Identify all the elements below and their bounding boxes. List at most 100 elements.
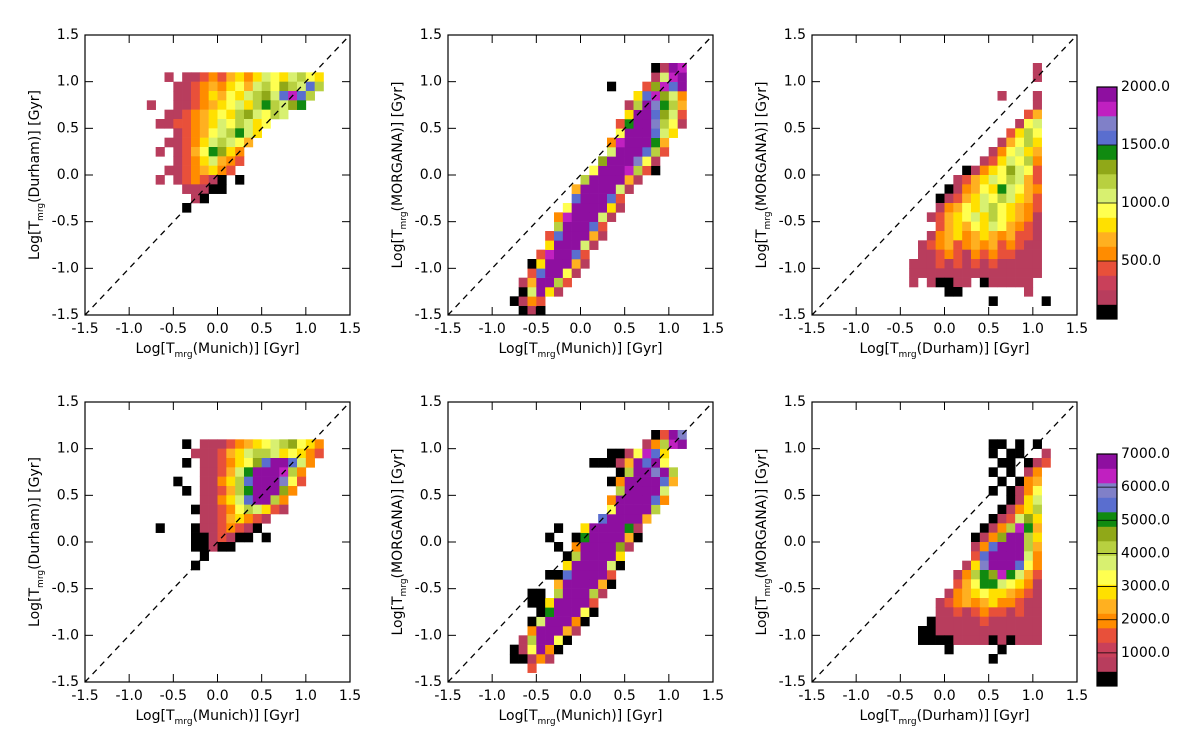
- bin-cell: [997, 156, 1007, 166]
- y-tick-label: -1.5: [415, 674, 442, 690]
- label-part: Log[T: [390, 596, 406, 635]
- bin-cell: [926, 212, 936, 222]
- label-subscript: mrg: [399, 211, 409, 229]
- bin-cell: [1006, 458, 1016, 468]
- bin-cell: [562, 570, 572, 580]
- y-tick-label: 0.0: [57, 534, 79, 550]
- bin-cell: [979, 579, 989, 589]
- bin-cell: [1032, 100, 1042, 110]
- bin-cell: [633, 119, 643, 129]
- bin-cell: [580, 259, 590, 269]
- bin-cell: [235, 448, 245, 459]
- bin-cell: [1032, 588, 1042, 599]
- bin-cell: [607, 147, 617, 157]
- bin-cell: [979, 588, 989, 599]
- bin-cell: [261, 109, 271, 120]
- bin-cell: [1024, 128, 1034, 138]
- bin-cell: [598, 193, 608, 204]
- bin-cell: [562, 616, 572, 627]
- bin-cell: [1024, 635, 1034, 645]
- bin-cell: [191, 137, 201, 148]
- bin-cell: [191, 72, 201, 82]
- bin-cell: [235, 504, 245, 515]
- bin-cell: [677, 439, 687, 449]
- bin-cell: [598, 184, 608, 194]
- bin-cell: [279, 91, 289, 101]
- label-part: Log[T: [860, 708, 899, 724]
- bin-cell: [633, 91, 643, 101]
- bin-cell: [668, 439, 678, 449]
- colorbar-band: [1097, 454, 1117, 469]
- bin-cell: [997, 514, 1007, 524]
- x-tick-label: -1.0: [116, 321, 143, 337]
- bin-cell: [554, 626, 564, 636]
- bin-cell: [217, 81, 227, 92]
- bin-cell: [1015, 514, 1025, 524]
- bin-cell: [279, 504, 289, 515]
- bin-cell: [1006, 635, 1016, 645]
- colorbar-band: [1097, 290, 1117, 305]
- bin-cell: [1015, 607, 1025, 617]
- bin-cell: [279, 109, 289, 120]
- panel: -1.5 -1.0 -0.5 0.0 0.5 1.0 1.5 -1.5 -1.0 -0.5 0.0 0…: [415, 394, 724, 704]
- bin-cell: [191, 165, 201, 176]
- bin-cell: [988, 277, 998, 288]
- colorbar-band: [1097, 246, 1117, 262]
- label-subscript: mrg: [36, 203, 46, 221]
- bin-cell: [598, 458, 608, 468]
- bin-cell: [660, 495, 670, 505]
- bin-cell: [545, 249, 555, 260]
- x-tick-label: -0.5: [887, 321, 914, 337]
- bin-cell: [589, 607, 599, 617]
- bin-cell: [651, 137, 661, 148]
- bin-cell: [288, 81, 298, 92]
- y-tick-label: 0.5: [784, 487, 806, 503]
- bin-cell: [1032, 616, 1042, 627]
- bin-cell: [199, 467, 209, 477]
- bin-cell: [297, 476, 307, 487]
- bin-cell: [270, 458, 280, 468]
- colorbar-band: [1097, 512, 1117, 527]
- bin-cell: [1024, 616, 1034, 627]
- bin-cell: [217, 100, 227, 110]
- bin-cell: [988, 532, 998, 543]
- bin-cell: [545, 277, 555, 288]
- bin-cell: [217, 137, 227, 148]
- bin-cell: [1006, 259, 1016, 269]
- bin-cell: [562, 588, 572, 599]
- bin-cell: [208, 72, 218, 82]
- bin-cell: [633, 514, 643, 524]
- y-tick-label: -1.0: [415, 260, 442, 276]
- bin-cell: [624, 156, 634, 166]
- bin-cell: [971, 203, 981, 213]
- y-tick-label: 1.0: [784, 74, 806, 90]
- bin-cell: [208, 523, 218, 533]
- bin-cell: [971, 626, 981, 636]
- bin-cell: [527, 654, 537, 664]
- bin-cell: [953, 221, 963, 232]
- bin-cell: [651, 448, 661, 459]
- bin-cell: [199, 476, 209, 487]
- bin-cell: [1032, 221, 1042, 232]
- bin-cell: [997, 203, 1007, 213]
- label-part: Log[T: [860, 341, 899, 357]
- x-tick-label: -1.0: [479, 688, 506, 704]
- bin-cell: [208, 532, 218, 543]
- bin-cell: [651, 100, 661, 110]
- bin-cell: [1006, 607, 1016, 617]
- bin-cell: [191, 109, 201, 120]
- bin-cell: [261, 81, 271, 92]
- bin-cell: [252, 128, 262, 138]
- bin-cell: [944, 221, 954, 232]
- bin-cell: [598, 203, 608, 213]
- bin-cell: [314, 72, 324, 82]
- x-tick-label: -0.5: [887, 688, 914, 704]
- bin-cell: [226, 109, 236, 120]
- bin-cell: [252, 81, 262, 92]
- bin-cell: [935, 221, 945, 232]
- bin-cell: [226, 72, 236, 82]
- panel: -1.5 -1.0 -0.5 0.0 0.5 1.0 1.5 -1.5 -1.0 -0.5 0.0 0…: [779, 27, 1170, 337]
- bin-cell: [607, 579, 617, 589]
- bin-cell: [252, 523, 262, 533]
- bin-cell: [279, 495, 289, 505]
